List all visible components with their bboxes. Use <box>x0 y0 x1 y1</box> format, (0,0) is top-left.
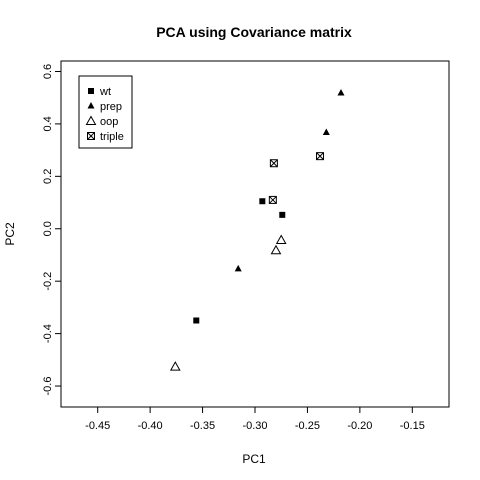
chart-title: PCA using Covariance matrix <box>156 24 352 40</box>
point-wt <box>259 198 266 205</box>
y-tick-label: -0.6 <box>42 377 54 396</box>
data-points <box>169 88 345 371</box>
y-tick-label: 0.2 <box>42 169 54 184</box>
legend-label-prep: prep <box>100 101 122 113</box>
legend: wt prep oop triple <box>78 75 133 149</box>
legend-box <box>78 75 133 149</box>
point-prep <box>322 128 330 136</box>
y-axis: -0.6 -0.4 -0.2 0.0 0.2 0.4 0.6 <box>42 64 61 396</box>
point-triple <box>269 159 278 168</box>
point-triple <box>316 152 325 161</box>
x-axis: -0.45 -0.40 -0.35 -0.30 -0.25 -0.20 -0.15 <box>85 407 425 432</box>
point-wt <box>193 317 200 324</box>
point-oop <box>270 244 282 255</box>
legend-marker-wt <box>88 88 94 94</box>
x-tick-label: -0.30 <box>242 420 267 432</box>
y-tick-label: 0.4 <box>42 116 54 131</box>
x-tick-label: -0.20 <box>347 420 372 432</box>
point-oop <box>169 361 181 371</box>
legend-label-triple: triple <box>100 131 124 143</box>
x-axis-label: PC1 <box>242 452 266 466</box>
y-tick-label: -0.4 <box>42 324 54 343</box>
point-prep <box>337 88 345 96</box>
legend-label-oop: oop <box>100 116 118 128</box>
y-axis-label: PC2 <box>3 222 17 246</box>
legend-marker-oop <box>85 115 97 125</box>
x-tick-label: -0.35 <box>190 420 215 432</box>
point-oop <box>275 234 287 245</box>
point-prep <box>234 264 242 272</box>
x-tick-label: -0.25 <box>295 420 320 432</box>
point-wt <box>279 211 286 218</box>
point-triple <box>268 195 277 204</box>
legend-marker-prep <box>87 102 95 109</box>
x-tick-label: -0.15 <box>400 420 425 432</box>
x-tick-label: -0.40 <box>138 420 163 432</box>
y-tick-label: -0.2 <box>42 272 54 291</box>
x-tick-label: -0.45 <box>85 420 110 432</box>
legend-label-wt: wt <box>99 86 111 98</box>
legend-marker-triple <box>87 132 95 140</box>
y-tick-label: 0.6 <box>42 64 54 79</box>
y-tick-label: 0.0 <box>42 221 54 236</box>
